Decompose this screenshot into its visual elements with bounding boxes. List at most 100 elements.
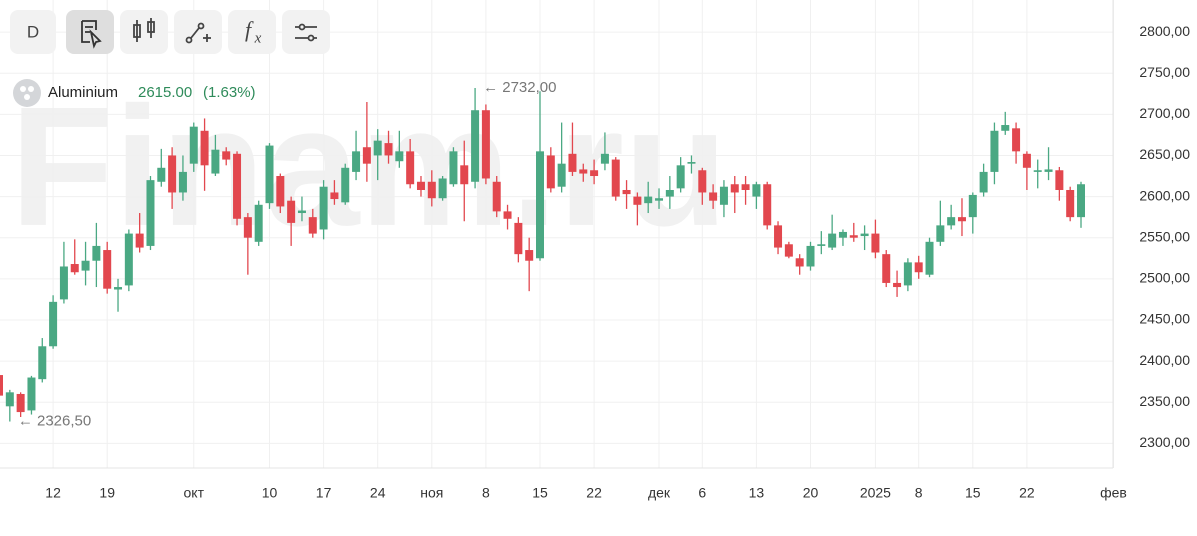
candle-body [871, 233, 880, 253]
legend-icon-dot [28, 86, 34, 92]
candle-body [687, 162, 696, 164]
indicator-button[interactable] [228, 10, 276, 54]
candle-body [568, 153, 577, 172]
price-annotation: ← 2732,00 [483, 79, 556, 96]
candle-body [536, 151, 544, 259]
legend-icon [13, 79, 41, 107]
candle-body [103, 250, 112, 289]
candle-body [233, 153, 242, 219]
y-tick-label: 2450,00 [1139, 311, 1190, 327]
x-tick-label: фев [1100, 485, 1127, 501]
candle-body [59, 266, 68, 300]
candle-body [774, 225, 783, 248]
candle-body [27, 377, 36, 411]
candle-body [1077, 184, 1085, 218]
y-tick-label: 2350,00 [1139, 393, 1190, 409]
candle-body [460, 165, 469, 185]
x-tick-label: 24 [370, 485, 386, 501]
candle-body [178, 171, 187, 193]
candle-body [0, 375, 3, 396]
candle-body [806, 245, 815, 267]
candle-body [655, 198, 664, 201]
function-x: x [254, 30, 262, 46]
candle-body [157, 167, 166, 182]
candle-body [925, 241, 934, 275]
candle-body [838, 231, 847, 238]
candle-body [860, 233, 869, 237]
candle-body [395, 151, 404, 162]
toolbar: D f x [10, 10, 330, 54]
candle-body [200, 130, 209, 166]
candle-body [287, 200, 296, 223]
candle-body [481, 110, 490, 179]
y-tick-label: 2650,00 [1139, 146, 1190, 162]
candle-body [297, 210, 306, 214]
candle-body [828, 233, 837, 248]
candle-body [449, 151, 458, 185]
candle-body [308, 217, 317, 234]
candle-body [1066, 189, 1075, 218]
candle-icon [133, 18, 155, 42]
period-label[interactable]: D [27, 22, 39, 41]
y-tick-label: 2300,00 [1139, 434, 1190, 450]
candle-body [265, 145, 274, 204]
candles [0, 88, 1085, 422]
candle-body [438, 178, 447, 199]
x-tick-label: 19 [99, 485, 115, 501]
candle-body [1055, 170, 1064, 190]
price-annotation: ← 2326,50 [18, 412, 91, 429]
candle-body [709, 192, 718, 201]
candle-body [990, 130, 999, 172]
x-tick-label: ноя [420, 485, 443, 501]
candle-body [795, 258, 804, 267]
candle-body [644, 196, 653, 204]
candle-body [1033, 170, 1042, 172]
candle-body [406, 151, 415, 185]
candle-type-button[interactable] [120, 10, 168, 54]
candle-body [211, 149, 220, 174]
candle-body [92, 245, 101, 261]
candle-body [730, 184, 739, 193]
candle-body [676, 165, 685, 189]
period-button[interactable] [10, 10, 56, 54]
candle-body [947, 217, 956, 226]
candle-body [525, 250, 534, 261]
candle-body [330, 192, 339, 200]
x-tick-label: 13 [749, 485, 765, 501]
settings-button[interactable] [282, 10, 330, 54]
x-tick-label: 17 [316, 485, 332, 501]
candle-body [622, 189, 631, 195]
legend-icon-dot [24, 94, 30, 100]
candle-body [633, 196, 642, 205]
legend-last: 2615.00 [138, 84, 192, 101]
function-f: f [245, 17, 254, 42]
drawing-button[interactable] [174, 10, 222, 54]
x-tick-label: 20 [803, 485, 819, 501]
candle-body [189, 126, 198, 164]
x-tick-label: окт [184, 485, 205, 501]
candle-body [5, 392, 14, 407]
candle-body [319, 186, 328, 230]
candle-body [763, 184, 772, 226]
x-tick-label: 10 [262, 485, 278, 501]
cursor-icon [81, 20, 102, 49]
candle-body [124, 233, 133, 286]
watermark: Finam.ru [10, 72, 728, 262]
grid [0, 0, 1114, 468]
candle-body [243, 217, 252, 238]
candle-body [427, 181, 436, 199]
candle-body [38, 346, 47, 380]
candle-body [471, 110, 480, 182]
candle-body [341, 167, 350, 203]
candle-body [514, 222, 523, 255]
legend-change: (1.63%) [203, 84, 256, 101]
x-tick-label: 22 [586, 485, 602, 501]
candle-body [492, 181, 501, 212]
candle-body [936, 225, 945, 242]
candle-body [1022, 153, 1031, 168]
y-tick-label: 2700,00 [1139, 105, 1190, 121]
candle-body [882, 254, 891, 283]
candle-body [893, 282, 902, 288]
